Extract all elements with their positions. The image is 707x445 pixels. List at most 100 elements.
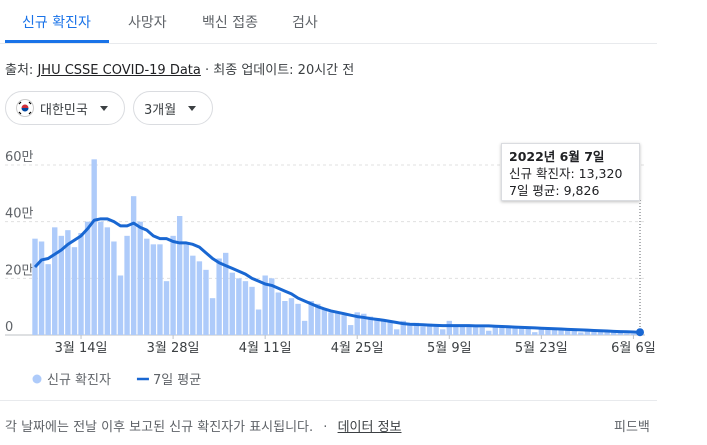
bar <box>170 235 176 335</box>
bar <box>354 312 360 335</box>
bar <box>558 329 564 335</box>
bar <box>315 303 321 335</box>
bar <box>532 332 538 335</box>
bar <box>308 301 314 335</box>
bar <box>282 301 288 335</box>
bar <box>176 216 183 335</box>
tooltip-date: 2022년 6월 7일 <box>509 149 605 164</box>
bar <box>374 318 380 335</box>
bar <box>130 196 137 335</box>
bar <box>486 330 492 335</box>
legend-swatch <box>32 374 42 384</box>
x-tick-label: 3월 14일 <box>55 341 108 356</box>
bar <box>52 227 58 335</box>
bar <box>163 281 170 335</box>
bar <box>32 238 38 335</box>
footer-note: 각 날짜에는 전날 이후 보고된 신규 확진자가 표시됩니다. <box>5 420 314 435</box>
divider <box>0 43 657 44</box>
y-tick-label: 0 <box>5 320 13 335</box>
y-tick-label: 40만 <box>5 207 34 222</box>
x-tick-label: 6월 6일 <box>611 341 656 356</box>
country-select[interactable]: 대한민국 <box>5 91 125 125</box>
bar <box>564 329 571 335</box>
bar <box>453 325 459 335</box>
range-select[interactable]: 3개월 <box>133 91 213 125</box>
bar <box>301 320 308 335</box>
bar <box>347 325 354 335</box>
bar <box>440 329 446 335</box>
bar <box>269 278 275 335</box>
tooltip-line: 7일 평균: 9,826 <box>509 183 600 198</box>
bar <box>111 241 117 335</box>
bar <box>459 326 466 335</box>
bar <box>630 333 637 335</box>
tab[interactable]: 검사 <box>292 15 318 31</box>
bar <box>433 325 439 335</box>
bar <box>275 292 282 335</box>
x-tick-label: 4월 11일 <box>239 341 292 356</box>
bar <box>545 328 551 335</box>
footer-link[interactable]: 데이터 정보 <box>337 420 402 435</box>
source-line: 출처: JHU CSSE COVID-19 Data · 최종 업데이트: 20… <box>5 59 354 78</box>
tooltip: 2022년 6월 7일 신규 확진자: 13,320 7일 평균: 9,826 <box>501 143 640 201</box>
bar <box>295 303 301 335</box>
bar <box>426 323 433 335</box>
range-label: 3개월 <box>144 102 177 118</box>
tab[interactable]: 신규 확진자 <box>22 15 91 31</box>
bar <box>65 230 71 335</box>
tab[interactable]: 사망자 <box>128 15 167 31</box>
bar <box>157 244 163 335</box>
bar <box>387 320 393 335</box>
bar <box>604 331 610 335</box>
bar <box>334 312 341 335</box>
bar <box>584 330 591 335</box>
bar <box>229 272 235 335</box>
bar <box>380 319 387 335</box>
bar <box>242 281 249 335</box>
bar <box>223 252 229 335</box>
bar <box>249 286 255 335</box>
source-link[interactable]: JHU CSSE COVID-19 Data <box>37 63 201 78</box>
bar <box>288 298 295 335</box>
bar <box>183 244 189 335</box>
bar <box>321 309 328 335</box>
footer: 각 날짜에는 전날 이후 보고된 신규 확진자가 표시됩니다. · 데이터 정보 <box>5 416 402 435</box>
bar <box>255 309 262 335</box>
bar <box>78 233 84 335</box>
bar <box>393 329 400 335</box>
hover-point <box>636 328 644 337</box>
bar <box>71 247 78 335</box>
footer-separator: · <box>323 420 328 435</box>
bar <box>98 221 104 335</box>
x-tick-label: 5월 23일 <box>515 341 568 356</box>
bar <box>420 326 426 335</box>
source-updated: · 최종 업데이트: 20시간 전 <box>205 63 355 78</box>
bar <box>407 323 413 335</box>
bar <box>591 331 597 335</box>
bar <box>571 330 577 335</box>
divider <box>0 400 657 401</box>
bar <box>341 315 347 335</box>
bar <box>58 235 65 335</box>
bar <box>196 261 203 335</box>
bar <box>104 227 111 335</box>
bar <box>499 326 505 335</box>
bar <box>45 264 51 335</box>
bar <box>328 312 334 335</box>
source-prefix: 출처: <box>5 63 34 78</box>
bar <box>466 327 472 335</box>
bar <box>400 320 406 335</box>
y-tick-label: 20만 <box>5 263 34 278</box>
feedback[interactable]: 피드백 <box>614 420 650 435</box>
bar <box>505 327 512 335</box>
bar <box>190 255 196 335</box>
bar <box>413 322 420 335</box>
bar <box>597 331 604 335</box>
bar <box>124 235 130 335</box>
x-tick-label: 4월 25일 <box>331 341 384 356</box>
bar <box>367 316 374 335</box>
bar <box>361 313 367 335</box>
tab[interactable]: 백신 접종 <box>202 15 258 31</box>
